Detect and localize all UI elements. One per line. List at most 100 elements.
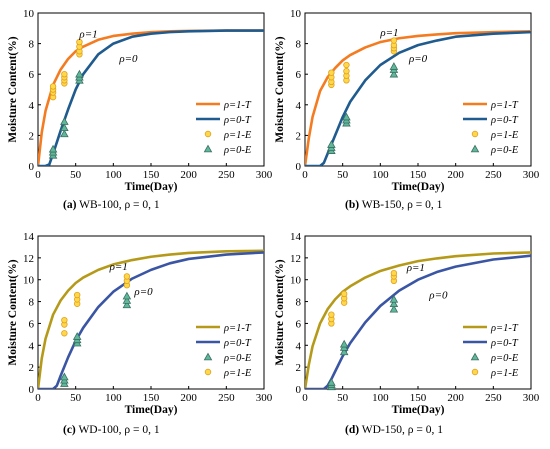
x-tick-label-c-1: 50 (70, 392, 82, 404)
data-point-d-0-6 (389, 304, 399, 313)
legend-swatch-b-3 (470, 144, 480, 153)
legend-swatch-a-2 (204, 130, 212, 138)
x-tick-label-a-0: 0 (35, 169, 41, 181)
curve-label-c-1: ρ=0 (133, 286, 153, 298)
series-line-d-0 (305, 251, 531, 389)
legend-label-d-1: ρ=0-T (490, 338, 519, 349)
y-tick-label-a-3: 6 (29, 69, 35, 81)
data-point-d-0-2 (327, 378, 336, 386)
caption-c-text: WD-100, ρ = 0, 1 (78, 424, 160, 436)
x-axis-label-d: Time(Day) (392, 404, 445, 416)
x-tick-label-b-2: 100 (372, 169, 389, 181)
x-axis-label-b: Time(Day) (392, 181, 445, 193)
legend-label-b-0: ρ=1-T (490, 100, 519, 111)
caption-b: (b) WB-150, ρ = 0, 1 (345, 199, 442, 211)
data-point-d-1-8 (390, 269, 398, 277)
legend-label-a-2: ρ=1-E (223, 130, 252, 141)
y-tick-label-a-0: 0 (29, 161, 35, 173)
data-point-a-1-5 (60, 117, 69, 125)
legend-swatch-a-3 (203, 144, 213, 153)
y-tick-label-a-1: 2 (29, 130, 35, 142)
y-tick-label-b-1: 2 (296, 130, 302, 142)
legend-label-b-3: ρ=0-E (490, 145, 519, 156)
curve-label-d-0: ρ=1 (406, 262, 425, 274)
x-tick-label-b-1: 50 (337, 169, 349, 181)
legend-label-d-2: ρ=0-E (490, 353, 519, 364)
x-tick-label-a-2: 100 (105, 169, 122, 181)
curve-label-b-1: ρ=0 (408, 53, 428, 65)
x-tick-label-a-3: 150 (143, 169, 160, 181)
legend-label-b-1: ρ=0-T (490, 115, 519, 126)
y-tick-label-a-5: 10 (23, 8, 35, 20)
y-tick-label-c-1: 2 (29, 362, 35, 374)
data-point-a-0-3 (49, 83, 57, 90)
x-tick-label-d-1: 50 (337, 392, 349, 404)
data-point-c-1-8 (123, 273, 131, 280)
x-tick-label-c-3: 150 (143, 392, 160, 404)
x-tick-label-c-5: 250 (218, 392, 235, 404)
x-tick-label-c-4: 200 (180, 392, 197, 404)
y-tick-label-c-7: 14 (23, 231, 35, 243)
y-tick-label-c-3: 6 (29, 318, 35, 330)
legend-label-c-0: ρ=1-T (223, 323, 252, 334)
y-tick-label-c-2: 4 (29, 340, 35, 352)
legend-label-b-2: ρ=1-E (490, 130, 519, 141)
caption-a: (a) WB-100, ρ = 0, 1 (63, 199, 160, 211)
data-point-b-0-6 (343, 67, 350, 75)
series-line-b-0 (305, 30, 531, 166)
legend-swatch-d-3 (471, 368, 479, 376)
x-tick-label-d-3: 150 (410, 392, 427, 404)
x-tick-label-d-2: 100 (372, 392, 389, 404)
legend-b (459, 95, 529, 157)
data-point-b-0-11 (390, 37, 398, 44)
data-point-c-0-7 (122, 296, 132, 304)
legend-label-c-3: ρ=1-E (223, 368, 252, 379)
data-point-a-0-7 (61, 70, 68, 78)
legend-a (192, 95, 262, 157)
caption-d-label: (d) (345, 424, 360, 436)
data-point-a-1-4 (60, 123, 69, 132)
panel-c: 0 50 100 150 200 250 300 0 2 4 6 8 10 12 14 Time(Day) Mo… (7, 231, 273, 416)
data-point-c-0-2 (60, 372, 69, 381)
y-tick-label-b-0: 0 (296, 161, 302, 173)
y-tick-label-d-5: 10 (290, 275, 302, 287)
x-tick-label-a-1: 50 (70, 169, 82, 181)
data-point-c-0-6 (122, 300, 132, 309)
x-tick-label-b-3: 150 (410, 169, 427, 181)
y-tick-label-b-2: 4 (296, 100, 302, 112)
data-point-b-0-3 (328, 69, 335, 76)
caption-d-text: WD-150, ρ = 0, 1 (361, 424, 443, 436)
x-axis-label-c: Time(Day) (125, 404, 178, 416)
y-tick-label-d-1: 2 (296, 362, 302, 374)
data-point-c-1-5 (73, 291, 81, 299)
series-line-a-1 (38, 29, 264, 166)
x-tick-label-a-6: 300 (256, 169, 273, 181)
data-point-b-1-6 (389, 69, 399, 78)
x-tick-label-a-5: 250 (218, 169, 235, 181)
y-tick-label-c-6: 12 (23, 253, 34, 265)
series-line-c-0 (38, 249, 264, 389)
y-tick-label-d-6: 12 (290, 253, 301, 265)
x-tick-label-c-2: 100 (105, 392, 122, 404)
legend-swatch-d-2 (470, 352, 480, 361)
y-tick-label-d-7: 14 (290, 231, 302, 243)
data-point-d-0-5 (339, 339, 349, 348)
curve-label-b-0: ρ=1 (379, 27, 398, 39)
x-tick-label-d-4: 200 (447, 392, 464, 404)
data-point-c-0-5 (72, 332, 82, 340)
data-point-a-1-8 (75, 69, 84, 78)
legend-swatch-b-2 (471, 130, 479, 138)
x-tick-label-a-4: 200 (180, 169, 197, 181)
y-axis-label-a: Moisture Content(%) (7, 36, 19, 142)
x-tick-label-d-6: 300 (523, 392, 540, 404)
curve-label-a-0: ρ=1 (78, 28, 97, 40)
y-axis-label-b: Moisture Content(%) (274, 36, 286, 142)
data-point-a-0-11 (76, 38, 83, 46)
x-tick-label-b-0: 0 (302, 169, 308, 181)
x-tick-label-c-6: 300 (256, 392, 273, 404)
data-point-b-0-7 (343, 61, 350, 69)
caption-c-label: (c) (63, 424, 76, 436)
panel-b: 0 50 100 150 200 250 300 0 2 4 6 8 10 Time(Day) Moistu… (274, 8, 540, 193)
